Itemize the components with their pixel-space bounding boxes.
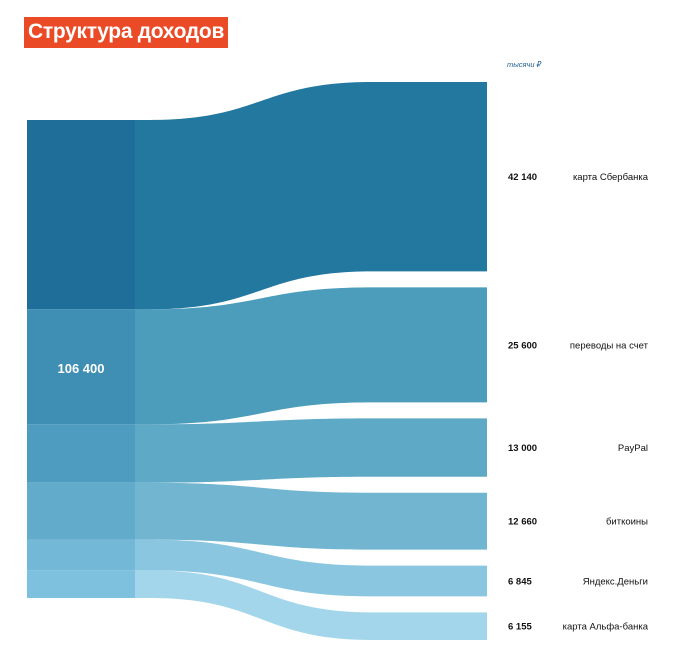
flow-ribbon-2 <box>135 287 487 425</box>
unit-label: тысячи ₽ <box>507 60 542 69</box>
source-segment-4 <box>27 482 135 540</box>
source-segment-2 <box>27 309 135 425</box>
flow-label-3: PayPal <box>618 443 648 454</box>
flow-value-2: 25 600 <box>508 340 537 351</box>
flow-ribbon-5 <box>135 539 487 597</box>
total-value: 106 400 <box>58 361 105 376</box>
flow-value-6: 6 155 <box>508 622 532 633</box>
chart-title: Структура доходов <box>24 17 229 48</box>
flow-label-5: Яндекс.Деньги <box>583 576 648 587</box>
flow-label-6: карта Альфа-банка <box>563 622 649 633</box>
flow-value-5: 6 845 <box>508 576 532 587</box>
flow-value-1: 42 140 <box>508 172 537 183</box>
flow-ribbon-6 <box>135 570 487 640</box>
source-segment-3 <box>27 424 135 483</box>
source-segment-6 <box>27 570 135 598</box>
title-banner: Структура доходов <box>24 17 229 48</box>
flow-group <box>135 82 487 640</box>
flow-label-1: карта Сбербанка <box>573 172 649 183</box>
flow-ribbon-3 <box>135 418 487 483</box>
flow-ribbon-1 <box>135 82 487 310</box>
flow-label-2: переводы на счет <box>570 340 649 351</box>
flow-ribbon-4 <box>135 482 487 550</box>
source-segment-1 <box>27 120 135 310</box>
flow-value-4: 12 660 <box>508 517 537 528</box>
source-column <box>27 120 135 598</box>
label-group: 42 140 карта Сбербанка 25 600 переводы на с… <box>58 60 649 633</box>
source-segment-5 <box>27 539 135 571</box>
flow-value-3: 13 000 <box>508 443 537 454</box>
flow-label-4: биткоины <box>606 517 648 528</box>
